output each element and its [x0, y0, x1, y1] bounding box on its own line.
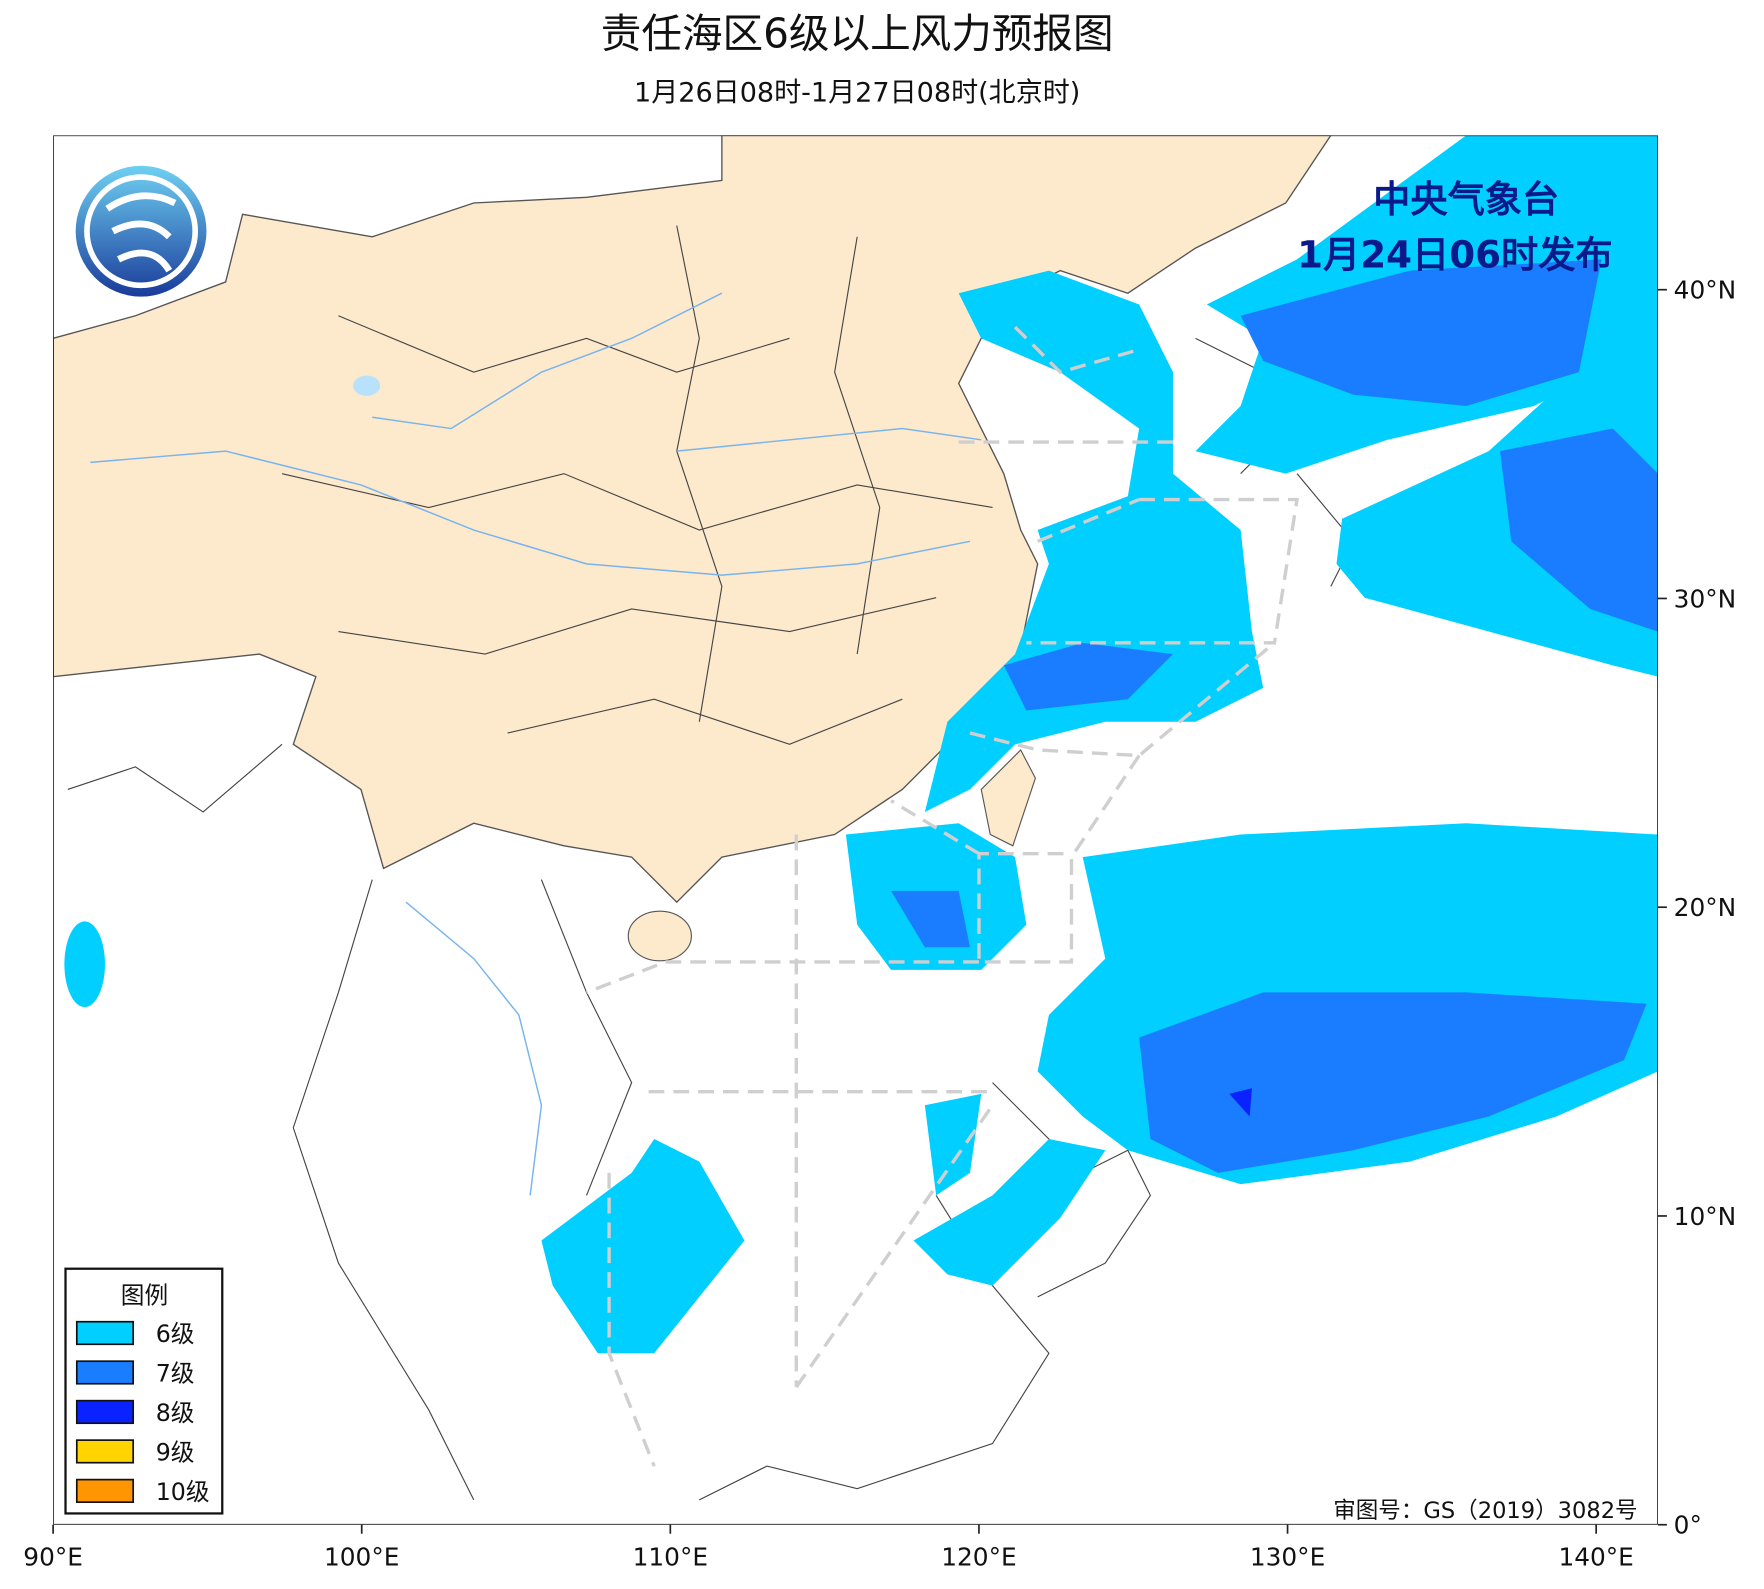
legend-box — [64, 1267, 224, 1515]
legend-swatch — [75, 1439, 135, 1464]
x-tick-label: 110°E — [633, 1542, 708, 1571]
legend-swatch — [75, 1399, 135, 1425]
issuer-time: 1月24日06时发布 — [1297, 232, 1612, 276]
borders — [67, 225, 1355, 1501]
issuer-name: 中央气象台 — [1373, 177, 1559, 221]
legend-label: 6级 — [156, 1320, 195, 1348]
lake — [353, 375, 381, 396]
subtitle: 1月26日08时-1月27日08时(北京时) — [634, 77, 1080, 108]
title: 责任海区6级以上风力预报图 — [601, 9, 1114, 57]
x-tick-label: 90°E — [23, 1542, 83, 1571]
y-tick-label: 10°N — [1674, 1202, 1737, 1231]
legend-swatch — [75, 1360, 135, 1385]
rivers — [90, 292, 982, 1196]
legend-title: 图例 — [121, 1282, 168, 1310]
legend-swatch — [75, 1320, 135, 1346]
legend-label: 10级 — [156, 1478, 210, 1506]
approval-number: 审图号：GS（2019）3082号 — [1333, 1498, 1637, 1524]
map-area — [53, 135, 1658, 1525]
legend: 图例 6级 7级 8级 9级 10级 — [64, 1267, 224, 1515]
x-tick-label: 130°E — [1250, 1542, 1325, 1571]
taiwan — [980, 749, 1036, 847]
y-tick-label: 30°N — [1674, 584, 1737, 613]
logo — [75, 165, 207, 297]
x-tick-label: 120°E — [941, 1542, 1016, 1571]
legend-label: 8级 — [156, 1399, 195, 1427]
legend-swatch — [75, 1478, 135, 1504]
y-tick-label: 0° — [1674, 1511, 1702, 1540]
y-tick-label: 20°N — [1674, 893, 1737, 922]
wind-areas — [64, 135, 1658, 1354]
x-tick-label: 100°E — [324, 1542, 399, 1571]
y-tick-label: 40°N — [1674, 276, 1737, 305]
x-tick-label: 140°E — [1558, 1542, 1633, 1571]
hainan — [627, 910, 692, 962]
legend-label: 9级 — [156, 1438, 195, 1466]
legend-label: 7级 — [156, 1359, 195, 1387]
sea-zone-lines — [585, 325, 1299, 1467]
